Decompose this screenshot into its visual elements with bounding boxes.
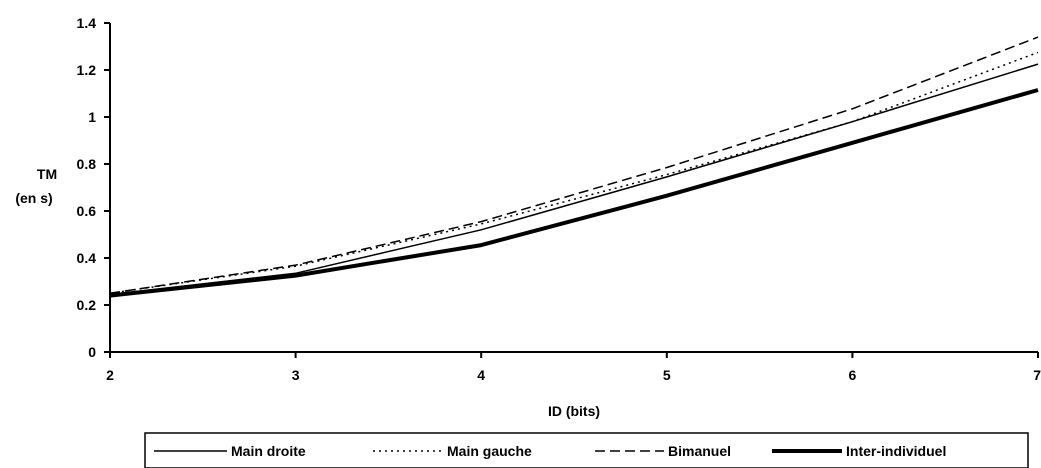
y-axis-title-line2: (en s): [15, 190, 52, 206]
legend-label-1: Main droite: [231, 443, 306, 459]
x-tick-label: 7: [1033, 367, 1041, 383]
x-tick-label: 3: [292, 367, 300, 383]
legend-box: [144, 432, 1029, 468]
x-axis: 2 3 4 5 6 7: [106, 351, 1041, 383]
plot-area: [109, 36, 1039, 298]
series-line-1: [109, 63, 1039, 296]
y-axis-title-line1: TM: [37, 166, 57, 182]
y-tick-label: 0.2: [77, 297, 97, 313]
y-tick-label: 0: [88, 344, 96, 360]
y-tick-label: 1.4: [77, 15, 97, 31]
legend: Main droite Main gauche Bimanuel Inter-indi…: [144, 432, 1029, 468]
x-tick-label: 5: [663, 367, 671, 383]
x-tick-label: 6: [849, 367, 857, 383]
x-tick-label: 4: [477, 367, 485, 383]
y-tick-label: 0.6: [77, 203, 97, 219]
series-line-4: [109, 88, 1039, 298]
series-line-2: [109, 51, 1039, 295]
x-axis-title: ID (bits): [548, 403, 600, 419]
y-tick-label: 1.2: [77, 62, 97, 78]
legend-label-2: Main gauche: [447, 443, 532, 459]
series-line-3: [109, 36, 1039, 295]
y-axis: 0 0.2 0.4 0.6 0.8 1 1.2 1.4: [77, 15, 111, 360]
legend-label-3: Bimanuel: [668, 443, 731, 459]
y-tick-label: 1: [88, 109, 96, 125]
y-tick-label: 0.4: [77, 250, 97, 266]
x-tick-label: 2: [106, 367, 114, 383]
y-tick-label: 0.8: [77, 156, 97, 172]
legend-label-4: Inter-individuel: [846, 443, 946, 459]
